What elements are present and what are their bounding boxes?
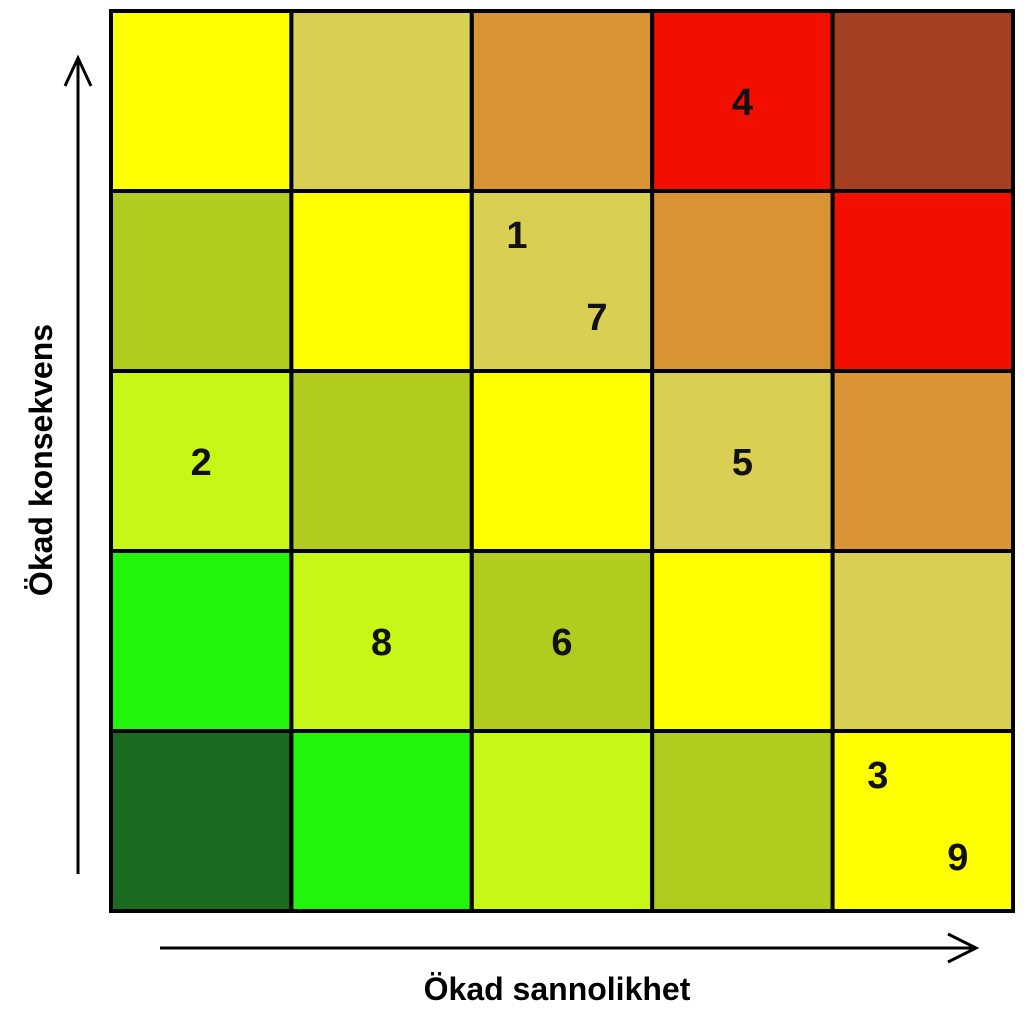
risk-label-4: 4	[732, 82, 753, 124]
matrix-cell-l2-c1	[289, 729, 474, 913]
risk-label-7: 7	[586, 297, 607, 339]
matrix-cell-l3-c1	[469, 729, 655, 913]
matrix-cell-l5-c2	[830, 549, 1015, 733]
matrix-cell-l2-c5	[289, 9, 474, 193]
matrix-cell-l1-c5	[109, 9, 294, 193]
matrix-cell-l2-c3	[289, 369, 474, 553]
matrix-cell-l3-c4	[469, 189, 655, 373]
matrix-cell-l5-c1	[830, 729, 1015, 913]
risk-label-9: 9	[947, 837, 968, 879]
matrix-cell-l4-c4	[650, 189, 835, 373]
matrix-cell-l2-c4	[289, 189, 474, 373]
risk-label-2: 2	[191, 442, 212, 484]
y-axis-arrow	[63, 54, 93, 874]
y-axis-label: Ökad konsekvens	[23, 324, 59, 596]
matrix-cell-l5-c5	[830, 9, 1015, 193]
matrix-cell-l3-c2	[469, 549, 655, 733]
risk-label-5: 5	[732, 442, 753, 484]
matrix-cell-l3-c5	[469, 9, 655, 193]
x-axis-label: Ökad sannolikhet	[424, 971, 691, 1007]
matrix-cell-l2-c2	[289, 549, 474, 733]
x-axis-arrow	[160, 932, 980, 964]
matrix-cell-l4-c1	[650, 729, 835, 913]
matrix-cells	[109, 9, 1015, 913]
matrix-cell-l1-c1	[109, 729, 294, 913]
matrix-cell-l5-c4	[830, 189, 1015, 373]
risk-label-8: 8	[371, 622, 392, 664]
matrix-cell-l3-c3	[469, 369, 655, 553]
matrix-cell-l5-c3	[830, 369, 1015, 553]
risk-label-3: 3	[867, 755, 888, 797]
risk-label-6: 6	[551, 622, 572, 664]
matrix-cell-l1-c2	[109, 549, 294, 733]
matrix-cell-l1-c4	[109, 189, 294, 373]
risk-label-1: 1	[506, 215, 527, 257]
matrix-cell-l4-c2	[650, 549, 835, 733]
risk-labels: 1 7 4 2 5 8 6 3 9	[191, 82, 969, 879]
